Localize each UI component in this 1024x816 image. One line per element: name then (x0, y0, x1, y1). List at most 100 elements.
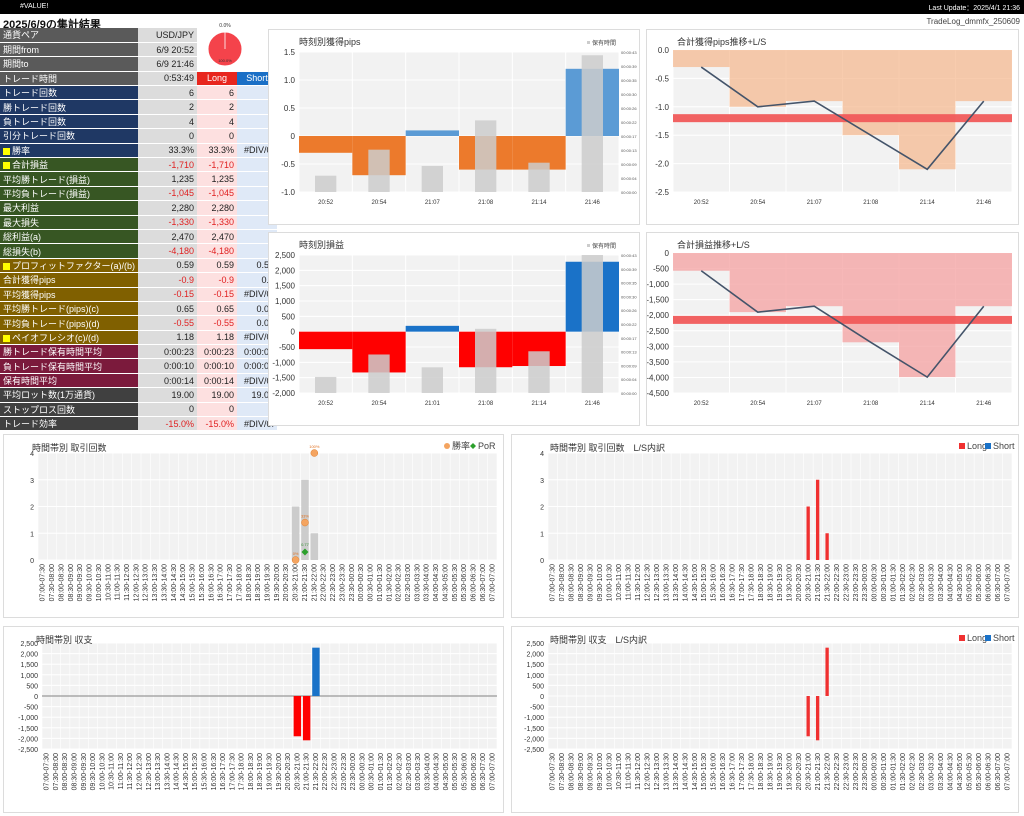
y-tick-label: -1,500 (272, 374, 295, 383)
legend-swatch (444, 443, 450, 449)
chart-title: 時間帯別 収支 L/S内訳 (550, 635, 648, 645)
long-value: 2 (196, 99, 237, 115)
short-value: 19.00 (236, 387, 277, 403)
summary-value: 19.00 (137, 387, 197, 403)
x-tick-label: 18:00-18:30 (758, 753, 765, 790)
x-tick-label: 11:30-12:00 (635, 753, 642, 790)
x-tick-label: 05:30-06:00 (461, 564, 468, 601)
summary-value: -0.55 (137, 315, 197, 331)
x-tick-label: 01:00-01:30 (891, 753, 898, 790)
y2-tick-label: 00:00:09 (621, 363, 637, 368)
x-tick-label: 21:07 (425, 200, 441, 206)
y-tick-label: 2,000 (526, 652, 544, 659)
x-tick-label: 21:14 (531, 200, 547, 206)
chart-title: 時刻別獲得pips (299, 37, 361, 47)
summary-value: 0:00:10 (137, 358, 197, 374)
value-bar (815, 479, 820, 560)
y-tick-label: -1.0 (655, 103, 669, 112)
x-tick-label: 16:00-16:30 (211, 753, 218, 790)
hold-time-bar (528, 162, 550, 192)
x-tick-label: 17:30-18:00 (239, 753, 246, 790)
summary-value: 0:00:14 (137, 373, 197, 389)
summary-row: 平均勝トレード(pips)(c) 0.65 0.65 0.00 (0, 301, 277, 317)
trade-count-ls-chart: 4 3 2 1 0 07:00-07:30 07:30-08:00 08:00-08:30 08… (511, 434, 1019, 618)
x-tick-label: 15:00-15:30 (701, 564, 708, 601)
summary-label: 引分トレード回数 (0, 128, 138, 144)
cumulative-area (786, 50, 843, 102)
x-tick-label: 20:52 (318, 401, 334, 407)
x-tick-label: 18:00-18:30 (758, 564, 765, 601)
x-tick-label: 00:00-00:30 (359, 753, 366, 790)
summary-row: 最大損失-1,330-1,3300 (0, 215, 277, 230)
cumulative-area (842, 253, 899, 343)
x-tick-label: 11:00-11:30 (625, 564, 632, 600)
x-tick-label: 21:00-21:30 (815, 753, 822, 790)
summary-label: 合計獲得pips (0, 272, 138, 288)
x-tick-label: 01:30-02:00 (386, 564, 393, 601)
x-tick-label: 04:00-04:30 (434, 753, 441, 790)
x-tick-label: 09:30-10:00 (597, 753, 604, 790)
summary-label: 平均勝トレード(pips)(c) (0, 301, 138, 317)
y-tick-label: -1,500 (18, 726, 38, 733)
x-tick-label: 15:30-16:00 (711, 564, 718, 601)
x-tick-label: 20:54 (371, 401, 387, 407)
y-tick-label: -3,000 (647, 342, 670, 351)
x-tick-label: 05:30-06:00 (462, 753, 469, 790)
x-tick-label: 00:00-00:30 (872, 753, 879, 790)
x-tick-label: 12:30-13:00 (146, 753, 153, 790)
x-tick-label: 22:00-22:30 (834, 564, 841, 601)
summary-label: 通貨ペア (0, 28, 138, 43)
x-tick-label: 03:00-03:30 (415, 753, 422, 790)
x-tick-label: 18:00-18:30 (248, 753, 255, 790)
x-tick-label: 13:30-14:00 (673, 753, 680, 790)
x-tick-label: 06:00-06:30 (471, 753, 478, 790)
x-tick-label: 16:30-17:00 (730, 753, 737, 790)
y2-tick-label: 00:00:30 (621, 92, 637, 97)
summary-label: トレード回数 (0, 85, 138, 101)
hold-time-bar (475, 120, 497, 192)
cumulative-area (955, 253, 1012, 307)
value-bar (806, 696, 810, 737)
chart-canvas: 4 3 2 1 0 07:00-07:30 07:30-08:00 08:00-08:30 08… (540, 441, 1015, 601)
y-tick-label: -500 (279, 343, 296, 352)
summary-label: 期間from (0, 42, 138, 58)
x-tick-label: 21:30-22:00 (824, 564, 831, 601)
summary-row: 勝率 33.3% 33.3% #DIV/0! (0, 143, 277, 159)
x-tick-label: 06:30-07:00 (480, 564, 487, 601)
x-tick-label: 02:30-03:00 (405, 564, 412, 601)
summary-row: 保有時間平均 0:00:14 0:00:14 #DIV/0! (0, 373, 277, 389)
summary-value: -0.15 (137, 287, 197, 302)
x-tick-label: 23:00-23:30 (853, 753, 860, 790)
x-tick-label: 08:00-08:30 (58, 564, 65, 601)
short-value: 0:00:00 (236, 358, 277, 374)
x-tick-label: 03:30-04:00 (938, 564, 945, 601)
value-bar (293, 696, 302, 737)
summary-row: 総損失(b)-4,180-4,1800 (0, 243, 277, 259)
x-tick-label: 22:00-22:30 (834, 753, 841, 790)
hold-time-bar (475, 328, 497, 393)
x-tick-label: 08:00-08:30 (62, 753, 69, 790)
y2-tick-label: 00:00:00 (621, 391, 637, 396)
x-tick-label: 05:00-05:30 (966, 753, 973, 790)
y-tick-label: -1,000 (272, 358, 295, 367)
win-rate-label: 100% (309, 444, 320, 449)
x-tick-label: 06:30-07:00 (995, 564, 1002, 601)
por-label: 0.77 (301, 542, 310, 547)
hold-time-bar (315, 175, 337, 192)
summary-row: トレード回数660 (0, 85, 277, 101)
y-tick-label: 2 (30, 505, 34, 512)
summary-value: 33.3% (137, 143, 197, 159)
x-tick-label: 20:52 (694, 401, 710, 407)
x-tick-label: 00:30-01:00 (368, 564, 375, 601)
y2-tick-label: 00:00:04 (621, 176, 637, 181)
y-tick-label: 0 (34, 694, 38, 701)
hold-time-bar (528, 351, 550, 393)
long-value: -1,330 (196, 215, 237, 230)
x-tick-label: 06:30-07:00 (995, 753, 1002, 790)
x-tick-label: 11:30-12:00 (127, 753, 134, 790)
summary-label: トレード時間 (0, 71, 138, 87)
x-tick-label: 20:00-20:30 (283, 564, 290, 601)
value-bar (312, 647, 320, 696)
x-tick-label: 22:30-23:00 (332, 753, 339, 790)
x-tick-label: 05:00-05:30 (452, 564, 459, 601)
